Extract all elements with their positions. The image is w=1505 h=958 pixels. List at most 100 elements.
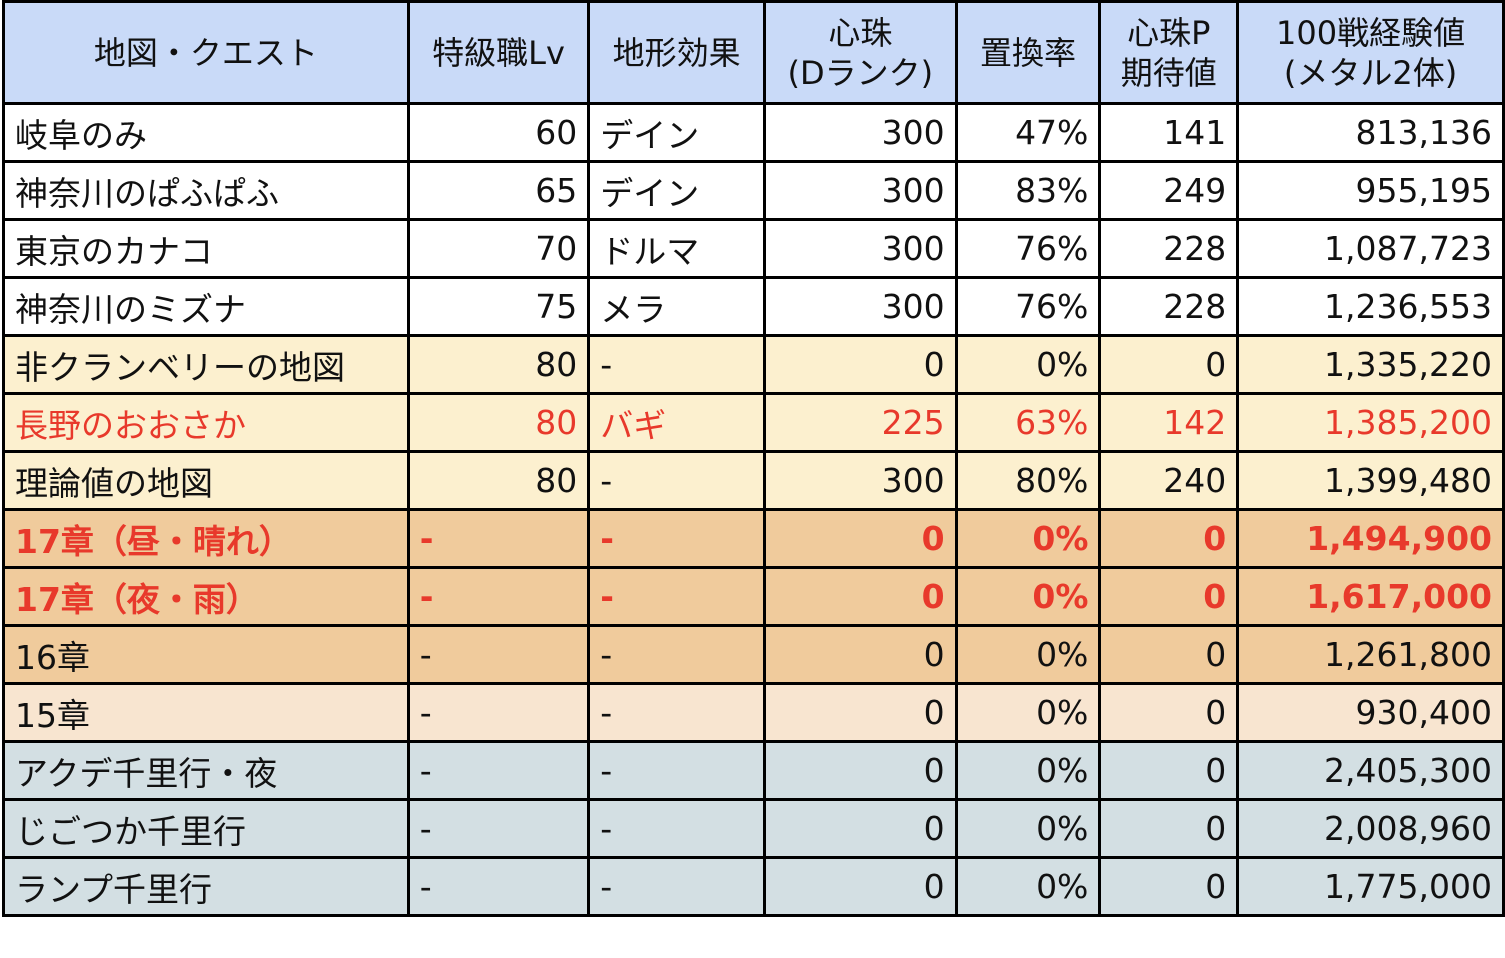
table-row: 17章（昼・晴れ） - -0 0% 0 1,494,900 <box>2 508 1505 569</box>
cell-heart-gem: 300 <box>763 276 958 337</box>
cell-special-job-lv: - <box>406 798 591 859</box>
cell-replace-rate: 0% <box>954 334 1102 395</box>
cell-100-battle-exp: 1,775,000 <box>1236 856 1505 917</box>
cell-heart-gem: 0 <box>763 566 958 627</box>
cell-terrain-effect: - <box>587 566 767 627</box>
cell-heart-points: 0 <box>1098 856 1240 917</box>
cell-heart-gem: 300 <box>763 450 958 511</box>
cell-terrain-effect: - <box>587 624 767 685</box>
cell-special-job-lv: 60 <box>406 102 591 163</box>
cell-100-battle-exp: 1,617,000 <box>1236 566 1505 627</box>
cell-replace-rate: 76% <box>954 276 1102 337</box>
cell-heart-points: 228 <box>1098 276 1240 337</box>
cell-special-job-lv: - <box>406 856 591 917</box>
cell-replace-rate: 0% <box>954 856 1102 917</box>
header-heart-gem: 心珠 (Dランク) <box>763 0 958 105</box>
cell-heart-gem: 225 <box>763 392 958 453</box>
header-row: 地図・クエスト 特級職Lv 地形効果 心珠 (Dランク) 置換率 心珠P 期待値 100戦経… <box>2 0 1505 105</box>
cell-heart-points: 228 <box>1098 218 1240 279</box>
cell-map-quest: 岐阜のみ <box>2 102 410 163</box>
cell-heart-gem: 0 <box>763 624 958 685</box>
cell-heart-points: 0 <box>1098 740 1240 801</box>
table-row: 神奈川のぱふぱふ 65 デイン 300 83% 249 955,195 <box>2 160 1505 221</box>
cell-special-job-lv: 65 <box>406 160 591 221</box>
table-row: 15章 - -0 0% 0 930,400 <box>2 682 1505 743</box>
cell-100-battle-exp: 1,494,900 <box>1236 508 1505 569</box>
cell-heart-points: 0 <box>1098 566 1240 627</box>
cell-replace-rate: 0% <box>954 740 1102 801</box>
cell-heart-points: 240 <box>1098 450 1240 511</box>
cell-100-battle-exp: 955,195 <box>1236 160 1505 221</box>
cell-map-quest: 17章（昼・晴れ） <box>2 508 410 569</box>
table-row: 理論値の地図 80-300 80% 240 1,399,480 <box>2 450 1505 511</box>
cell-terrain-effect: メラ <box>587 276 767 337</box>
cell-terrain-effect: - <box>587 334 767 395</box>
cell-terrain-effect: - <box>587 450 767 511</box>
cell-map-quest: ランプ千里行 <box>2 856 410 917</box>
cell-100-battle-exp: 1,261,800 <box>1236 624 1505 685</box>
cell-special-job-lv: 80 <box>406 334 591 395</box>
table-row: 岐阜のみ 60 デイン 300 47% 141 813,136 <box>2 102 1505 163</box>
cell-replace-rate: 80% <box>954 450 1102 511</box>
cell-heart-gem: 0 <box>763 798 958 859</box>
header-100-battle-exp: 100戦経験値 (メタル2体) <box>1236 0 1505 105</box>
cell-replace-rate: 0% <box>954 798 1102 859</box>
cell-heart-gem: 0 <box>763 508 958 569</box>
cell-map-quest: 神奈川のぱふぱふ <box>2 160 410 221</box>
header-heart-points: 心珠P 期待値 <box>1098 0 1240 105</box>
cell-terrain-effect: デイン <box>587 102 767 163</box>
cell-replace-rate: 0% <box>954 624 1102 685</box>
exp-comparison-table: 地図・クエスト 特級職Lv 地形効果 心珠 (Dランク) 置換率 心珠P 期待値 100戦経… <box>2 0 1505 917</box>
cell-heart-gem: 300 <box>763 160 958 221</box>
cell-heart-gem: 300 <box>763 218 958 279</box>
cell-terrain-effect: - <box>587 856 767 917</box>
cell-heart-points: 249 <box>1098 160 1240 221</box>
cell-heart-points: 142 <box>1098 392 1240 453</box>
table-row: 東京のカナコ 70 ドルマ 300 76% 228 1,087,723 <box>2 218 1505 279</box>
cell-replace-rate: 0% <box>954 566 1102 627</box>
cell-heart-gem: 0 <box>763 682 958 743</box>
cell-special-job-lv: - <box>406 682 591 743</box>
cell-terrain-effect: デイン <box>587 160 767 221</box>
cell-special-job-lv: - <box>406 740 591 801</box>
cell-heart-points: 0 <box>1098 624 1240 685</box>
cell-terrain-effect: - <box>587 740 767 801</box>
header-map-quest: 地図・クエスト <box>2 0 410 105</box>
table-row: 長野のおおさか 80 バギ 225 63% 142 1,385,200 <box>2 392 1505 453</box>
header-replace-rate: 置換率 <box>954 0 1102 105</box>
cell-heart-points: 141 <box>1098 102 1240 163</box>
cell-heart-gem: 300 <box>763 102 958 163</box>
cell-replace-rate: 47% <box>954 102 1102 163</box>
cell-map-quest: 16章 <box>2 624 410 685</box>
cell-100-battle-exp: 2,008,960 <box>1236 798 1505 859</box>
cell-heart-gem: 0 <box>763 856 958 917</box>
cell-map-quest: 東京のカナコ <box>2 218 410 279</box>
cell-100-battle-exp: 930,400 <box>1236 682 1505 743</box>
table-row: じごつか千里行 - -0 0% 0 2,008,960 <box>2 798 1505 859</box>
cell-heart-points: 0 <box>1098 682 1240 743</box>
cell-map-quest: じごつか千里行 <box>2 798 410 859</box>
cell-replace-rate: 0% <box>954 682 1102 743</box>
cell-heart-gem: 0 <box>763 740 958 801</box>
cell-map-quest: アクデ千里行・夜 <box>2 740 410 801</box>
cell-special-job-lv: - <box>406 508 591 569</box>
cell-100-battle-exp: 813,136 <box>1236 102 1505 163</box>
cell-map-quest: 長野のおおさか <box>2 392 410 453</box>
cell-replace-rate: 83% <box>954 160 1102 221</box>
cell-map-quest: 理論値の地図 <box>2 450 410 511</box>
cell-heart-points: 0 <box>1098 334 1240 395</box>
cell-terrain-effect: - <box>587 508 767 569</box>
cell-terrain-effect: ドルマ <box>587 218 767 279</box>
table-row: アクデ千里行・夜 - -0 0% 0 2,405,300 <box>2 740 1505 801</box>
table-row: 17章（夜・雨） - -0 0% 0 1,617,000 <box>2 566 1505 627</box>
cell-special-job-lv: 80 <box>406 392 591 453</box>
cell-heart-points: 0 <box>1098 508 1240 569</box>
cell-special-job-lv: - <box>406 566 591 627</box>
cell-100-battle-exp: 2,405,300 <box>1236 740 1505 801</box>
cell-replace-rate: 0% <box>954 508 1102 569</box>
cell-map-quest: 17章（夜・雨） <box>2 566 410 627</box>
header-special-job-lv: 特級職Lv <box>406 0 591 105</box>
cell-special-job-lv: 75 <box>406 276 591 337</box>
cell-replace-rate: 63% <box>954 392 1102 453</box>
header-terrain-effect: 地形効果 <box>587 0 767 105</box>
